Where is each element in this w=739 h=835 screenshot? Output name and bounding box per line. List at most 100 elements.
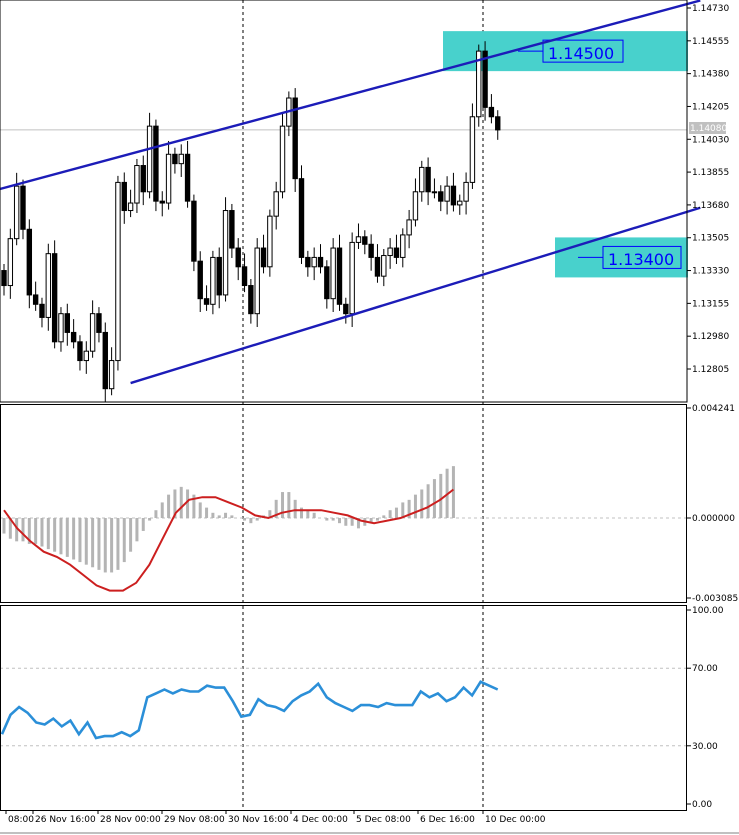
candle-body: [362, 236, 368, 245]
candle-body: [495, 116, 501, 131]
current-price-tag: [689, 122, 726, 134]
candle-body: [368, 243, 374, 258]
candle-body: [279, 125, 286, 193]
channel-upper-line[interactable]: [0, 0, 701, 191]
time-tick-label: 5 Dec 08:00: [356, 815, 411, 825]
candle-body: [39, 303, 45, 318]
candle-body: [292, 97, 298, 180]
level-label-lower: 1.13400: [608, 250, 674, 269]
oscillator-panel: [0, 667, 687, 747]
time-tick-label: 26 Nov 16:00: [35, 815, 96, 825]
candle-body: [115, 181, 121, 362]
price-tick-label: 1.12980: [692, 332, 729, 342]
candle-body: [425, 166, 431, 193]
time-tick-label: 6 Dec 16:00: [420, 815, 475, 825]
candle-body: [488, 106, 495, 118]
time-axis: 08:00 26 Nov 16:00 28 Nov 00:00 29 Nov 08:0…: [0, 810, 739, 834]
candle-body: [210, 256, 216, 305]
candle-body: [241, 266, 248, 287]
candle-body: [102, 331, 108, 390]
candle-body: [203, 298, 210, 305]
channel-lower-line[interactable]: [130, 206, 701, 385]
candle-body: [381, 255, 387, 277]
candle-body: [387, 247, 393, 257]
candle-body: [419, 166, 425, 193]
candle-body: [77, 341, 83, 362]
level-labels[interactable]: 1.14500 1.13400: [548, 44, 674, 269]
histogram-axis: 0.004241 0.000000 -0.003085: [687, 404, 738, 604]
candle-body: [311, 256, 317, 268]
candle-body: [89, 313, 96, 352]
candle-body: [1, 270, 7, 287]
candle-body: [13, 185, 20, 240]
candle-body: [229, 210, 235, 249]
candle-body: [476, 50, 482, 118]
price-tick-label: 1.13155: [692, 299, 729, 309]
time-tick-label: 30 Nov 16:00: [228, 815, 289, 825]
candle-body: [191, 200, 197, 262]
price-tick-label: 1.14555: [692, 37, 729, 47]
candle-body: [273, 191, 279, 217]
candle-body: [330, 247, 336, 300]
candle-body: [400, 234, 406, 258]
candle-body: [438, 191, 444, 202]
candle-body: [444, 185, 450, 202]
candle-body: [248, 285, 254, 315]
time-tick-label: 10 Dec 00:00: [485, 815, 546, 825]
histogram-tick-label: 0.004241: [692, 404, 735, 414]
candle-body: [64, 313, 70, 333]
oscillator-axis: 100.00 70.00 30.00 0.00: [687, 606, 724, 810]
histogram-tick-label: 0.000000: [692, 514, 735, 524]
oscillator-line: [0, 680, 499, 740]
candle-body: [51, 253, 58, 343]
time-tick-label: 4 Dec 00:00: [293, 815, 348, 825]
candle-body: [412, 191, 419, 221]
price-channel[interactable]: [0, 0, 701, 385]
panel-frames: [0, 0, 688, 811]
candle-body: [343, 303, 349, 315]
candle-body: [298, 178, 305, 258]
price-tick-label: 1.14030: [692, 135, 729, 145]
candle-body: [260, 247, 267, 268]
time-tick-label: 29 Nov 08:00: [164, 815, 225, 825]
candle-body: [7, 238, 14, 287]
candle-body: [45, 253, 52, 318]
level-label-upper: 1.14500: [548, 44, 614, 63]
candle-body: [216, 256, 222, 296]
candle-body: [235, 247, 241, 268]
level-zone[interactable]: [555, 237, 688, 278]
time-tick-label: 08:00: [8, 815, 34, 825]
histogram-panel: [0, 466, 687, 592]
candles: [1, 41, 501, 403]
candle-body: [374, 256, 381, 277]
candle-body: [172, 153, 178, 165]
candle-body: [317, 256, 324, 268]
candle-body: [349, 241, 355, 315]
price-tick-label: 1.14380: [692, 70, 729, 80]
candle-body: [32, 294, 39, 305]
candle-body: [393, 247, 400, 258]
candle-body: [197, 260, 203, 300]
candle-body: [355, 236, 362, 243]
candle-body: [127, 202, 134, 212]
candle-body: [146, 125, 153, 193]
candle-body: [83, 350, 89, 362]
oscillator-tick-label: 100.00: [692, 606, 724, 616]
candle-body: [324, 266, 330, 300]
candle-body: [96, 313, 102, 333]
price-axis: 1.14730 1.14555 1.14380 1.14205 1.14030 1.138…: [687, 4, 729, 375]
candle-body: [159, 200, 165, 204]
candle-body: [305, 256, 311, 268]
candle-body: [336, 247, 343, 305]
candle-body: [20, 185, 26, 230]
price-tick-label: 1.14205: [692, 102, 729, 112]
candle-body: [267, 215, 273, 268]
price-tick-label: 1.13505: [692, 234, 729, 244]
candle-body: [457, 200, 463, 206]
price-tick-label: 1.13855: [692, 168, 729, 178]
candle-body: [58, 313, 64, 343]
candle-body: [406, 219, 412, 236]
candle-body: [153, 125, 159, 202]
candle-body: [184, 153, 191, 202]
